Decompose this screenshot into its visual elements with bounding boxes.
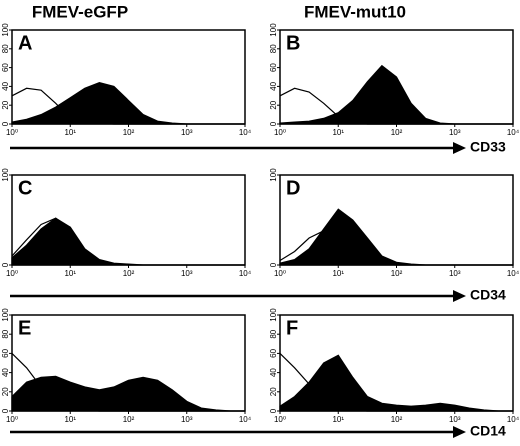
y-tick-label: 100 [1, 308, 10, 322]
x-tick-label: 10³ [181, 269, 193, 278]
x-tick-label: 10⁴ [239, 128, 252, 137]
histogram-area [279, 64, 513, 125]
x-tick-label: 10² [123, 128, 135, 137]
y-tick-label: 20 [269, 100, 278, 109]
x-tick-label: 10⁰ [274, 415, 286, 424]
marker-label: CD14 [470, 423, 506, 439]
histogram-area [279, 208, 513, 266]
x-tick-label: 10¹ [64, 269, 76, 278]
plot-frame [11, 174, 246, 266]
x-tick-label: 10⁰ [6, 269, 18, 278]
x-tick-label: 10⁴ [507, 128, 520, 137]
panel-letter: F [286, 317, 298, 339]
y-tick-label: 100 [269, 168, 278, 182]
x-tick-label: 10⁴ [239, 269, 252, 278]
marker-label: CD34 [470, 287, 506, 303]
y-tick-label: 20 [269, 387, 278, 396]
plot-frame [279, 174, 514, 266]
x-tick-label: 10¹ [64, 415, 76, 424]
panel-letter: E [18, 317, 31, 339]
x-tick-label: 10³ [449, 269, 461, 278]
y-tick-label: 80 [269, 44, 278, 53]
y-tick-label: 0 [1, 121, 10, 126]
panel-letter: B [286, 32, 300, 54]
x-tick-label: 10³ [449, 128, 461, 137]
y-tick-label: 20 [1, 100, 10, 109]
y-tick-label: 60 [1, 63, 10, 72]
x-tick-label: 10² [391, 415, 403, 424]
y-tick-label: 0 [269, 262, 278, 267]
x-tick-label: 10³ [449, 415, 461, 424]
plot-frame [279, 314, 514, 412]
y-tick-label: 20 [1, 387, 10, 396]
y-tick-label: 80 [1, 44, 10, 53]
x-tick-label: 10² [123, 415, 135, 424]
x-tick-label: 10³ [181, 128, 193, 137]
y-tick-label: 40 [1, 368, 10, 377]
x-tick-label: 10⁰ [274, 269, 286, 278]
y-tick-label: 100 [269, 23, 278, 37]
column-header: FMEV-mut10 [304, 2, 406, 21]
marker-label: CD33 [470, 139, 506, 155]
y-tick-label: 0 [1, 408, 10, 413]
y-tick-label: 60 [269, 348, 278, 357]
arrow-head [453, 426, 466, 438]
y-tick-label: 100 [1, 168, 10, 182]
y-tick-label: 60 [269, 63, 278, 72]
x-tick-label: 10² [391, 128, 403, 137]
panel-letter: A [18, 32, 32, 54]
x-tick-label: 10¹ [332, 128, 344, 137]
x-tick-label: 10² [123, 269, 135, 278]
plot-frame [279, 29, 514, 125]
x-tick-label: 10⁴ [507, 415, 520, 424]
histogram-area [11, 217, 245, 266]
histogram-area [279, 354, 513, 412]
x-tick-label: 10² [391, 269, 403, 278]
y-tick-label: 0 [269, 408, 278, 413]
y-tick-label: 40 [269, 81, 278, 90]
x-tick-label: 10⁰ [6, 415, 18, 424]
x-tick-label: 10⁴ [239, 415, 252, 424]
panel-letter: C [18, 177, 32, 199]
y-tick-label: 100 [1, 23, 10, 37]
y-tick-label: 60 [1, 348, 10, 357]
y-tick-label: 80 [269, 329, 278, 338]
y-tick-label: 0 [269, 121, 278, 126]
x-tick-label: 10⁰ [6, 128, 18, 137]
arrow-head [453, 290, 466, 302]
histogram-area [11, 375, 245, 412]
y-tick-label: 40 [269, 368, 278, 377]
arrow-head [453, 142, 466, 154]
y-tick-label: 80 [1, 329, 10, 338]
plot-frame [11, 29, 246, 125]
x-tick-label: 10⁴ [507, 269, 520, 278]
column-header: FMEV-eGFP [32, 2, 128, 21]
panel-letter: D [286, 177, 300, 199]
x-tick-label: 10¹ [64, 128, 76, 137]
x-tick-label: 10⁰ [274, 128, 286, 137]
y-tick-label: 100 [269, 308, 278, 322]
x-tick-label: 10¹ [332, 269, 344, 278]
histogram-area [11, 81, 245, 125]
x-tick-label: 10³ [181, 415, 193, 424]
y-tick-label: 0 [1, 262, 10, 267]
x-tick-label: 10¹ [332, 415, 344, 424]
plot-frame [11, 314, 246, 412]
y-tick-label: 40 [1, 81, 10, 90]
